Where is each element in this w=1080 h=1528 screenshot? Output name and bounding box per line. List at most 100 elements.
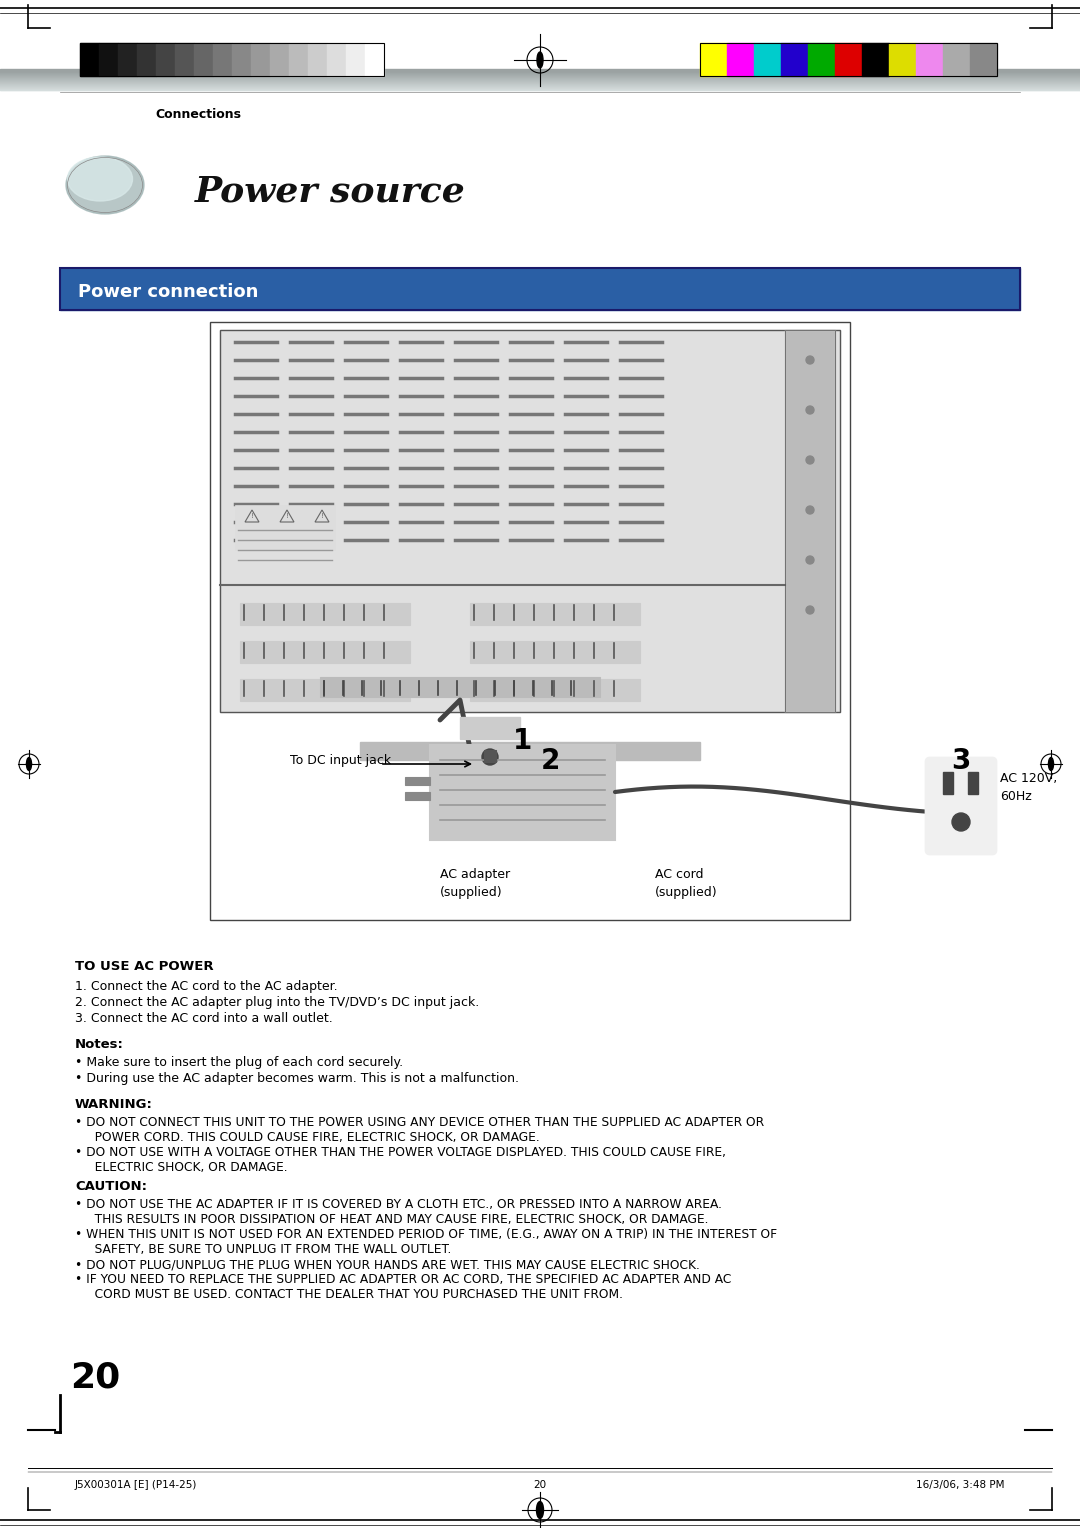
Circle shape [806,506,814,513]
Bar [80,43,384,76]
Bar [194,43,213,76]
Circle shape [806,356,814,364]
Text: • WHEN THIS UNIT IS NOT USED FOR AN EXTENDED PERIOD OF TIME, (E.G., AWAY ON A TR: • WHEN THIS UNIT IS NOT USED FOR AN EXTE… [75,1229,778,1241]
Bar [80,43,99,76]
Bar [118,43,137,76]
Bar [99,43,118,76]
Text: • DO NOT CONNECT THIS UNIT TO THE POWER USING ANY DEVICE OTHER THAN THE SUPPLIED: • DO NOT CONNECT THIS UNIT TO THE POWER … [75,1115,765,1129]
Bar [970,43,997,76]
Circle shape [1049,761,1053,767]
Text: Power source: Power source [195,176,465,209]
Text: • DO NOT PLUG/UNPLUG THE PLUG WHEN YOUR HANDS ARE WET. THIS MAY CAUSE ELECTRIC S: • DO NOT PLUG/UNPLUG THE PLUG WHEN YOUR … [75,1258,700,1271]
Bar [137,43,156,76]
Text: !: ! [251,513,254,520]
Text: 3. Connect the AC cord into a wall outlet.: 3. Connect the AC cord into a wall outle… [75,1012,333,1025]
Ellipse shape [66,156,144,214]
Text: WARNING:: WARNING: [75,1099,153,1111]
Bar [808,43,835,76]
Ellipse shape [1049,758,1053,770]
Text: AC 120V,
60Hz: AC 120V, 60Hz [1000,772,1057,804]
Bar [240,642,410,663]
Ellipse shape [67,157,133,202]
Text: 2. Connect the AC adapter plug into the TV/DVD’s DC input jack.: 2. Connect the AC adapter plug into the … [75,996,480,1008]
Text: TO USE AC POWER: TO USE AC POWER [75,960,214,973]
Circle shape [806,455,814,465]
Bar [470,642,640,663]
Ellipse shape [537,52,543,69]
Circle shape [806,406,814,414]
Ellipse shape [27,758,31,770]
Bar [156,43,175,76]
Text: • DO NOT USE WITH A VOLTAGE OTHER THAN THE POWER VOLTAGE DISPLAYED. THIS COULD C: • DO NOT USE WITH A VOLTAGE OTHER THAN T… [75,1146,726,1160]
Bar [470,604,640,625]
Bar [210,322,850,920]
Bar [220,330,840,712]
Text: 1: 1 [512,727,531,755]
Bar [943,43,970,76]
Bar [430,746,615,840]
Bar [862,43,889,76]
Bar [700,43,727,76]
Bar [460,717,519,740]
Bar [835,43,862,76]
Text: • During use the AC adapter becomes warm. This is not a malfunction.: • During use the AC adapter becomes warm… [75,1073,519,1085]
Text: ELECTRIC SHOCK, OR DAMAGE.: ELECTRIC SHOCK, OR DAMAGE. [83,1161,287,1174]
Circle shape [537,1507,543,1513]
Bar [327,43,346,76]
Text: 3: 3 [951,747,971,775]
Circle shape [806,607,814,614]
Bar [785,330,835,712]
Bar [270,43,289,76]
Bar [175,43,194,76]
Circle shape [27,761,31,767]
Bar [785,330,835,712]
Text: • Make sure to insert the plug of each cord securely.: • Make sure to insert the plug of each c… [75,1056,403,1070]
Ellipse shape [537,1502,543,1519]
Bar [232,43,251,76]
FancyBboxPatch shape [926,758,996,854]
Bar [727,43,754,76]
Circle shape [482,749,498,766]
Text: Power connection: Power connection [78,283,258,301]
Text: CORD MUST BE USED. CONTACT THE DEALER THAT YOU PURCHASED THE UNIT FROM.: CORD MUST BE USED. CONTACT THE DEALER TH… [83,1288,623,1300]
Text: THIS RESULTS IN POOR DISSIPATION OF HEAT AND MAY CAUSE FIRE, ELECTRIC SHOCK, OR : THIS RESULTS IN POOR DISSIPATION OF HEAT… [83,1213,708,1225]
Bar [210,322,850,920]
Bar [405,778,430,785]
Bar [320,677,600,697]
Text: • DO NOT USE THE AC ADAPTER IF IT IS COVERED BY A CLOTH ETC., OR PRESSED INTO A : • DO NOT USE THE AC ADAPTER IF IT IS COV… [75,1198,723,1212]
Text: 20: 20 [70,1361,120,1395]
Text: 1. Connect the AC cord to the AC adapter.: 1. Connect the AC cord to the AC adapter… [75,979,338,993]
Bar [700,43,997,76]
Bar [754,43,781,76]
Bar [484,750,496,762]
Bar [943,772,953,795]
Bar [289,43,308,76]
Bar [360,743,700,759]
Circle shape [806,556,814,564]
Text: AC adapter
(supplied): AC adapter (supplied) [440,868,510,898]
Text: !: ! [321,513,323,520]
Text: SAFETY, BE SURE TO UNPLUG IT FROM THE WALL OUTLET.: SAFETY, BE SURE TO UNPLUG IT FROM THE WA… [83,1242,451,1256]
Bar [220,330,840,712]
Bar [968,772,978,795]
Bar [213,43,232,76]
Text: 20: 20 [534,1481,546,1490]
Bar [251,43,270,76]
Text: POWER CORD. THIS COULD CAUSE FIRE, ELECTRIC SHOCK, OR DAMAGE.: POWER CORD. THIS COULD CAUSE FIRE, ELECT… [83,1131,540,1144]
Bar [346,43,365,76]
Text: • IF YOU NEED TO REPLACE THE SUPPLIED AC ADAPTER OR AC CORD, THE SPECIFIED AC AD: • IF YOU NEED TO REPLACE THE SUPPLIED AC… [75,1273,731,1287]
Text: To DC input jack: To DC input jack [291,753,391,767]
Text: 16/3/06, 3:48 PM: 16/3/06, 3:48 PM [917,1481,1005,1490]
Bar [240,678,410,701]
Text: AC cord
(supplied): AC cord (supplied) [654,868,717,898]
Text: 2: 2 [540,747,559,775]
Text: J5X00301A [E] (P14-25): J5X00301A [E] (P14-25) [75,1481,198,1490]
Bar [889,43,916,76]
Bar [365,43,384,76]
Bar [60,267,1020,310]
Text: Connections: Connections [156,108,241,121]
Text: !: ! [285,513,288,520]
Bar [405,792,430,801]
Text: Notes:: Notes: [75,1038,124,1051]
Bar [60,267,1020,310]
